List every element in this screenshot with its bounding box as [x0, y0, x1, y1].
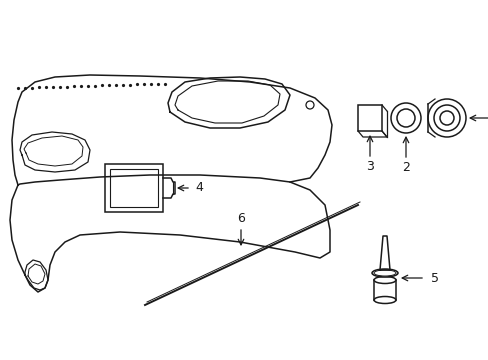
Bar [357, 105, 381, 131]
Ellipse shape [373, 276, 395, 284]
Polygon shape [379, 236, 389, 270]
Bar [110, 169, 158, 207]
Ellipse shape [371, 269, 397, 277]
Ellipse shape [427, 99, 465, 137]
Text: 4: 4 [195, 181, 203, 194]
Bar [105, 164, 163, 212]
Text: 3: 3 [366, 161, 373, 174]
Ellipse shape [390, 103, 420, 133]
Ellipse shape [373, 297, 395, 303]
Text: 5: 5 [430, 271, 438, 284]
Text: 2: 2 [401, 162, 409, 175]
Text: 6: 6 [237, 212, 244, 225]
